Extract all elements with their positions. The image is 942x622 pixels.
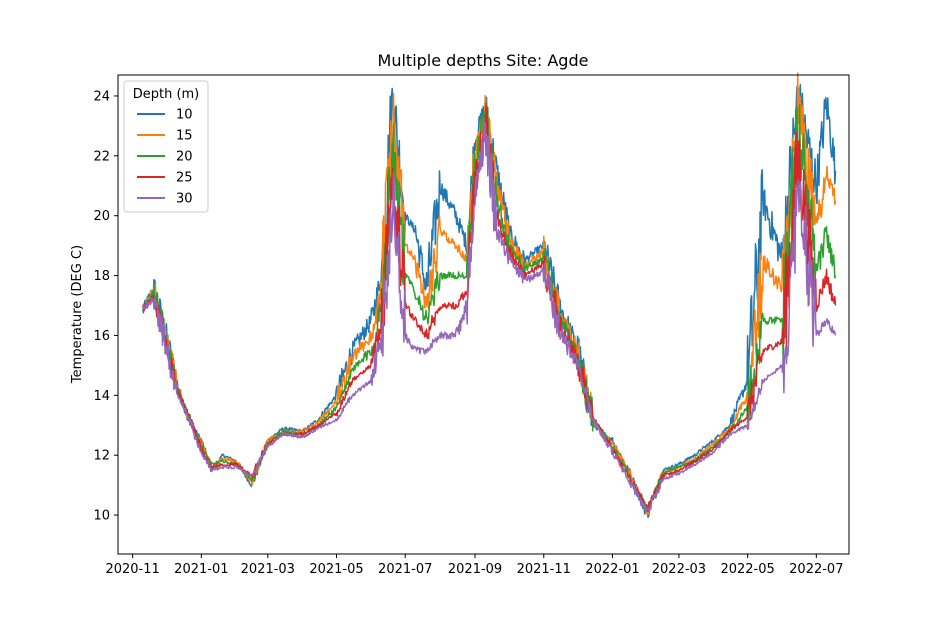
series-line-15 [142,72,837,516]
x-tick-label: 2022-07 [789,562,843,577]
plot-lines [142,72,837,518]
y-tick-label: 22 [93,149,110,164]
y-axis-label: Temperature (DEG C) [70,245,85,384]
x-tick-label: 2022-05 [720,562,774,577]
x-tick-label: 2020-11 [105,562,159,577]
y-tick-label: 20 [93,209,110,224]
x-tick-label: 2021-11 [517,562,571,577]
legend-label-10: 10 [176,108,193,123]
y-tick-label: 16 [93,329,110,344]
y-tick-label: 10 [93,509,110,524]
y-tick-label: 12 [93,449,110,464]
x-tick-label: 2021-09 [448,562,502,577]
plot-frame [117,74,850,555]
legend-label-30: 30 [176,192,193,207]
y-tick-label: 14 [93,389,110,404]
legend-label-20: 20 [176,150,193,165]
x-axis: 2020-11 2021-01 2021-03 2021-05 2021-07 2021-… [105,554,843,577]
chart-title: Multiple depths Site: Agde [378,51,589,70]
y-tick-label: 18 [93,269,110,284]
x-tick-label: 2021-03 [241,562,295,577]
x-tick-label: 2022-03 [652,562,706,577]
legend-label-25: 25 [176,171,193,186]
x-tick-label: 2021-07 [378,562,432,577]
y-axis: 10 12 14 16 18 20 22 24 [93,89,118,524]
legend-label-15: 15 [176,129,193,144]
legend-title: Depth (m) [133,87,200,102]
x-tick-label: 2021-05 [309,562,363,577]
legend: Depth (m) 10 15 20 25 30 [123,80,209,213]
y-tick-label: 24 [93,89,110,104]
x-tick-label: 2021-01 [174,562,228,577]
x-tick-label: 2022-01 [585,562,639,577]
series-line-30 [142,117,837,513]
legend-entries: 10 15 20 25 30 [137,108,193,207]
